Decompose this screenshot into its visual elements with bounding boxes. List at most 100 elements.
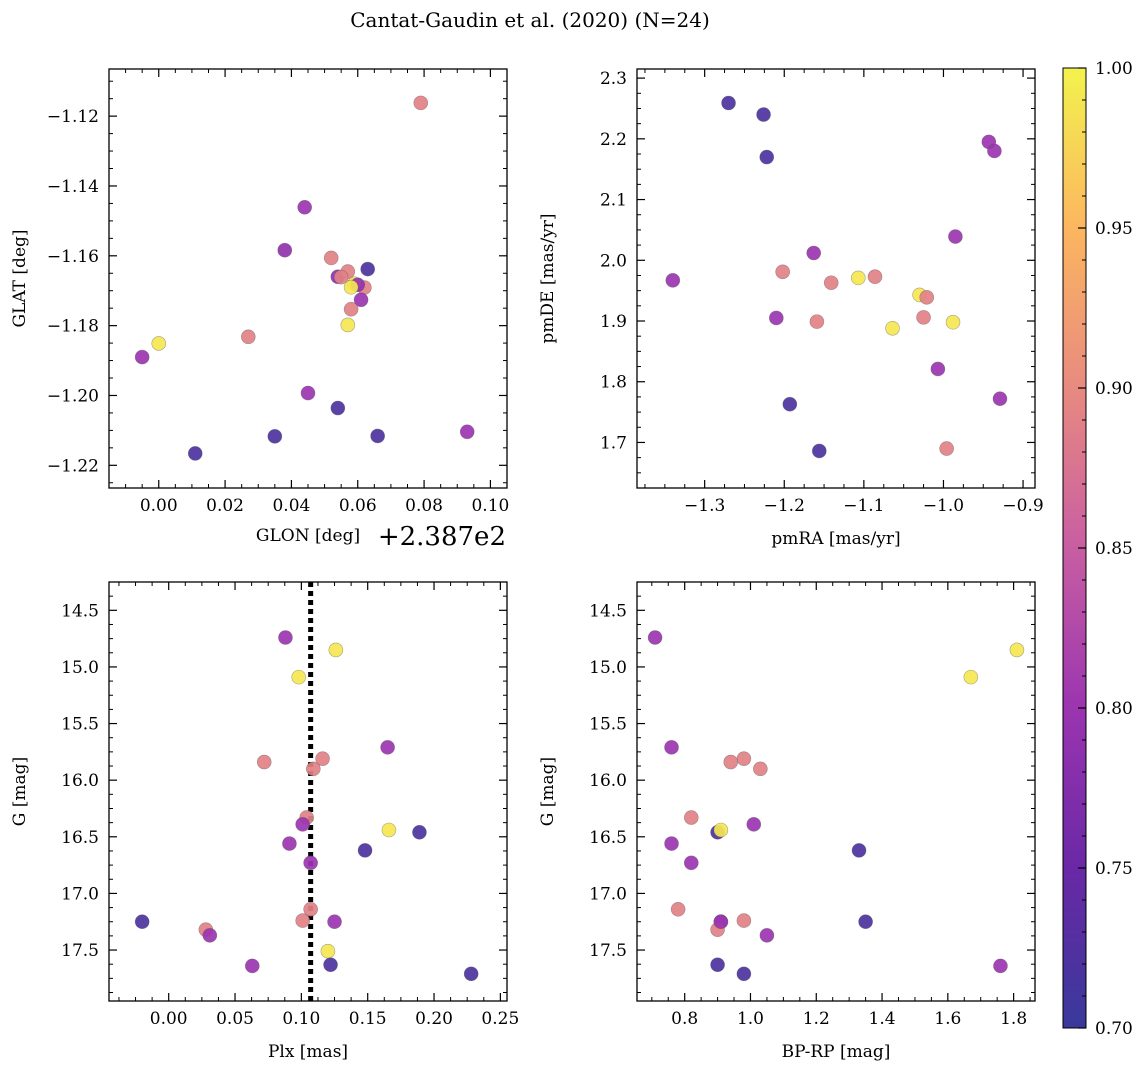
scatter-point — [775, 264, 790, 280]
scatter-point — [759, 149, 775, 165]
scatter-point — [320, 943, 336, 959]
scatter-point — [939, 441, 954, 456]
y-tick-label: −1.22 — [47, 456, 99, 476]
scatter-point — [992, 391, 1008, 407]
scatter-point — [295, 817, 310, 832]
x-tick-label: 1.8 — [1000, 1009, 1027, 1029]
colorbar-tick-label: 0.70 — [1095, 1019, 1133, 1039]
x-tick-label: 0.15 — [349, 1009, 387, 1029]
scatter-point — [710, 957, 725, 973]
scatter-point — [736, 751, 752, 766]
scatter-point — [768, 310, 784, 326]
scatter-point — [340, 317, 356, 333]
scatter-point — [413, 95, 429, 111]
scatter-point — [647, 630, 663, 645]
y-tick-label: −1.12 — [47, 107, 99, 127]
scatter-point — [412, 824, 427, 840]
scatter-point — [885, 320, 900, 336]
scatter-point — [202, 928, 218, 943]
scatter-point — [664, 836, 679, 851]
scatter-point — [987, 143, 1002, 159]
y-tick-label: −1.16 — [47, 247, 99, 267]
scatter-point — [948, 229, 963, 244]
y-tick-label: 1.9 — [600, 312, 627, 332]
y-tick-label: 16.0 — [61, 771, 99, 791]
x-tick-label: −1.0 — [923, 496, 964, 516]
scatter-point — [809, 314, 825, 329]
y-tick-label: 17.0 — [589, 884, 627, 904]
scatter-point — [759, 928, 775, 943]
x-axis-label: pmRA [mas/yr] — [771, 529, 900, 549]
colorbar-tick-label: 0.80 — [1095, 699, 1133, 719]
x-tick-label: 0.10 — [471, 496, 509, 516]
scatter-point — [360, 261, 376, 277]
scatter-point — [683, 810, 699, 825]
scatter-point — [713, 822, 729, 838]
x-tick-label: −1.1 — [843, 496, 884, 516]
x-tick-label: 0.00 — [150, 1009, 188, 1029]
scatter-point — [328, 642, 344, 658]
scatter-point — [278, 630, 293, 645]
scatter-point — [723, 754, 739, 770]
scatter-point — [851, 843, 867, 858]
scatter-point — [303, 855, 318, 871]
axes-frame — [636, 581, 1036, 1002]
panel-proper-motion: −1.3 −1.2 −1.1 −1.0 −0.9 1.7 1.8 1.9 2.0 2.1 2.2 2.… — [538, 68, 1044, 549]
scatter-point — [811, 443, 827, 459]
y-tick-label: 15.0 — [589, 658, 627, 678]
scatter-point — [267, 429, 283, 444]
scatter-point — [945, 314, 961, 330]
colorbar-tick-label: 1.00 — [1095, 59, 1133, 79]
y-tick-label: 14.5 — [589, 601, 627, 621]
x-tick-label: 0.08 — [405, 496, 443, 516]
x-tick-label: −1.2 — [764, 496, 805, 516]
x-tick-label: 0.06 — [339, 496, 377, 516]
y-tick-label: 16.5 — [589, 828, 627, 848]
scatter-point — [380, 740, 395, 755]
x-tick-label: −0.9 — [1002, 496, 1043, 516]
scatter-point — [782, 396, 798, 412]
x-tick-label: 0.02 — [206, 496, 244, 516]
x-axis-label: BP-RP [mag] — [782, 1042, 891, 1062]
y-axis-label: pmDE [mas/yr] — [538, 213, 558, 343]
x-axis-label: Plx [mas] — [268, 1042, 348, 1062]
y-tick-label: 2.0 — [600, 251, 627, 271]
scatter-point — [134, 914, 150, 930]
y-tick-label: 16.5 — [61, 828, 99, 848]
y-tick-label: −1.20 — [47, 386, 99, 406]
scatter-point — [963, 669, 979, 685]
y-tick-label: 15.0 — [61, 658, 99, 678]
scatter-point — [151, 336, 167, 351]
scatter-point — [333, 269, 349, 285]
axes-frame — [108, 581, 508, 1002]
scatter-point — [1009, 642, 1025, 658]
scatter-point — [736, 966, 752, 982]
scatter-point — [459, 424, 475, 440]
scatter-point — [683, 855, 699, 871]
y-tick-label: 1.7 — [600, 433, 627, 453]
panel-glon-glat: 0.00 0.02 0.04 0.06 0.08 0.10 −1.22 −1.20 −1.18 −… — [10, 68, 509, 546]
scatter-point — [323, 957, 338, 973]
colorbar-tick-label: 0.95 — [1095, 219, 1133, 239]
x-tick-label: 0.10 — [282, 1009, 320, 1029]
scatter-point — [291, 669, 307, 685]
scatter-point — [930, 361, 946, 377]
scatter-point — [850, 270, 866, 286]
scatter-point — [303, 901, 318, 917]
scatter-point — [993, 958, 1008, 974]
scatter-point — [670, 901, 686, 917]
y-tick-label: 16.0 — [589, 771, 627, 791]
x-tick-label: 1.4 — [869, 1009, 896, 1029]
y-tick-label: 15.5 — [589, 715, 627, 735]
glon-offset-label: +2.387e2 — [378, 522, 506, 552]
scatter-point — [297, 199, 312, 215]
scatter-point — [343, 279, 359, 295]
y-tick-label: 17.5 — [61, 941, 99, 961]
x-tick-label: −1.3 — [684, 496, 725, 516]
scatter-point — [330, 400, 346, 416]
scatter-point — [315, 751, 330, 766]
x-tick-label: 1.6 — [934, 1009, 961, 1029]
scatter-point — [244, 958, 260, 974]
scatter-point — [665, 273, 681, 288]
scatter-point — [858, 914, 873, 930]
